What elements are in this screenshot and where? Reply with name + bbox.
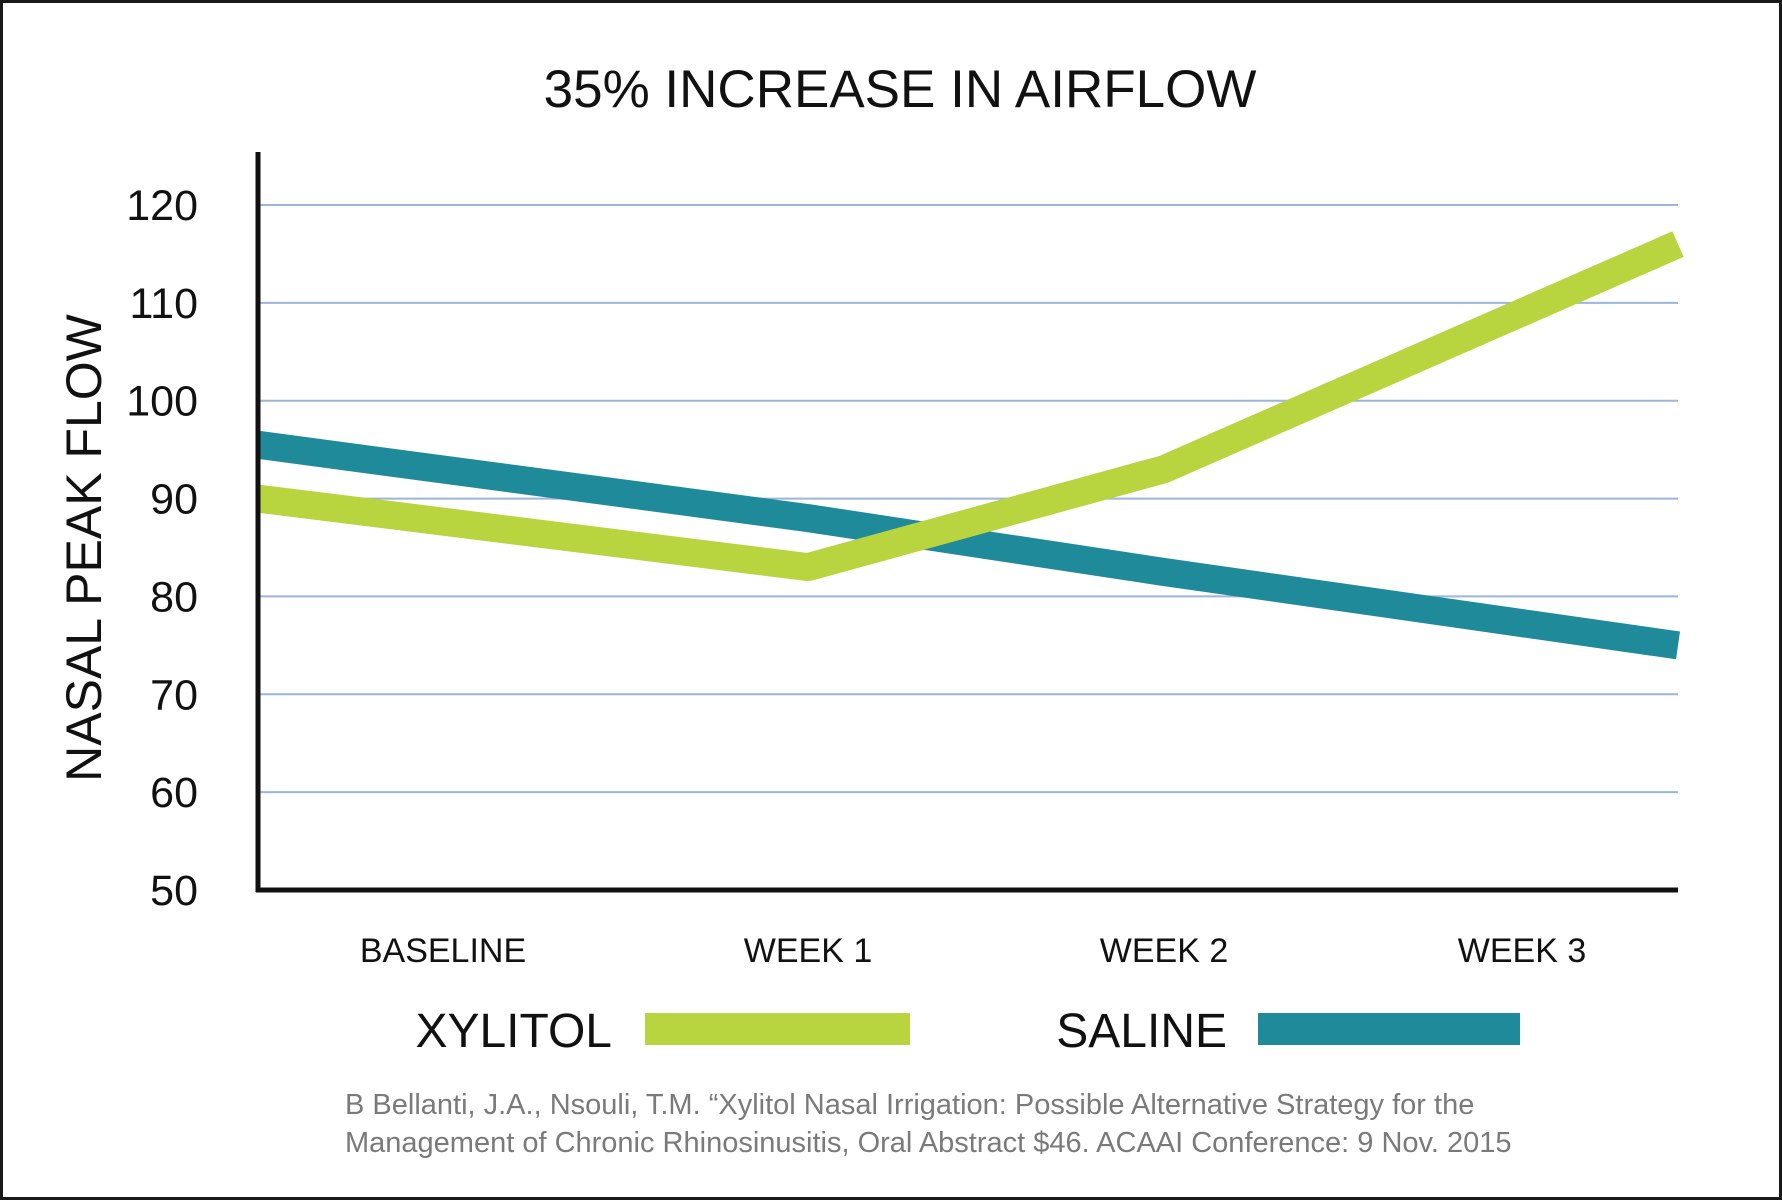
y-tick-label-120: 120 [126,182,198,230]
y-tick-label-70: 70 [150,671,198,719]
x-tick-label-week-2: WEEK 2 [1100,932,1228,970]
axes [255,152,1678,893]
x-tick-label-week-3: WEEK 3 [1458,932,1586,970]
y-tick-label-110: 110 [129,280,198,328]
chart-title: 35% INCREASE IN AIRFLOW [544,60,1257,119]
x-tick-label-week-1: WEEK 1 [744,932,872,970]
citation-line-1: B Bellanti, J.A., Nsouli, T.M. “Xylitol … [345,1089,1474,1121]
y-tick-label-80: 80 [150,573,198,621]
y-tick-labels: 50 60 70 80 90 100 110 120 [126,182,198,915]
gridlines [258,204,1678,794]
series-line-saline [256,430,1680,660]
citation-line-2: Management of Chronic Rhinosinusitis, Or… [345,1127,1512,1159]
legend: XYLITOL SALINE [415,1005,1520,1058]
x-tick-labels: BASELINE WEEK 1 WEEK 2 WEEK 3 [360,932,1586,970]
series-lines [256,231,1684,660]
legend-swatch-xylitol [645,1013,910,1045]
y-tick-label-60: 60 [150,769,198,817]
legend-label-xylitol: XYLITOL [415,1005,612,1058]
y-tick-label-90: 90 [150,476,198,524]
y-tick-label-100: 100 [126,378,198,426]
series-line-xylitol [256,231,1684,581]
legend-label-saline: SALINE [1056,1005,1227,1058]
y-tick-label-50: 50 [150,867,198,915]
legend-swatch-saline [1258,1013,1520,1045]
y-axis-label: NASAL PEAK FLOW [56,313,112,782]
x-tick-label-baseline: BASELINE [360,932,526,970]
